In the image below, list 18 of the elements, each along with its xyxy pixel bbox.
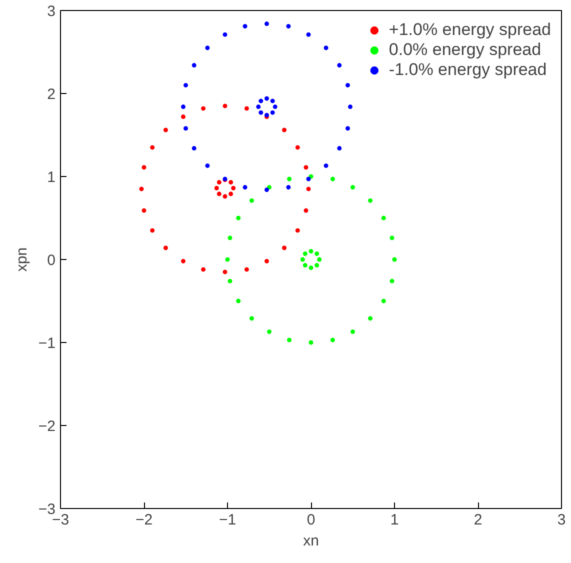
y-tick-label: 1 [47,169,56,186]
y-tick-label: −2 [38,418,56,435]
y-tick-label: −3 [38,501,56,518]
x-axis-title: xn [303,532,319,550]
x-tick-label: −1 [218,512,236,528]
x-tick-label: 1 [390,512,399,528]
y-tick-label: 3 [47,3,56,20]
x-tick-label: −2 [135,512,153,528]
y-tick-label: 2 [47,86,56,103]
legend-label: 0.0% energy spread [388,40,542,60]
x-tick-label: 0 [306,512,316,528]
x-tick-label: 2 [474,512,482,528]
y-tick-label: −1 [38,335,56,352]
legend-label: +1.0% energy spread [388,20,551,40]
x-tick-label: 3 [557,512,566,528]
y-tick-label: 0 [47,252,56,269]
y-axis-title: xpn [13,247,30,272]
legend-label: -1.0% energy spread [388,60,547,80]
